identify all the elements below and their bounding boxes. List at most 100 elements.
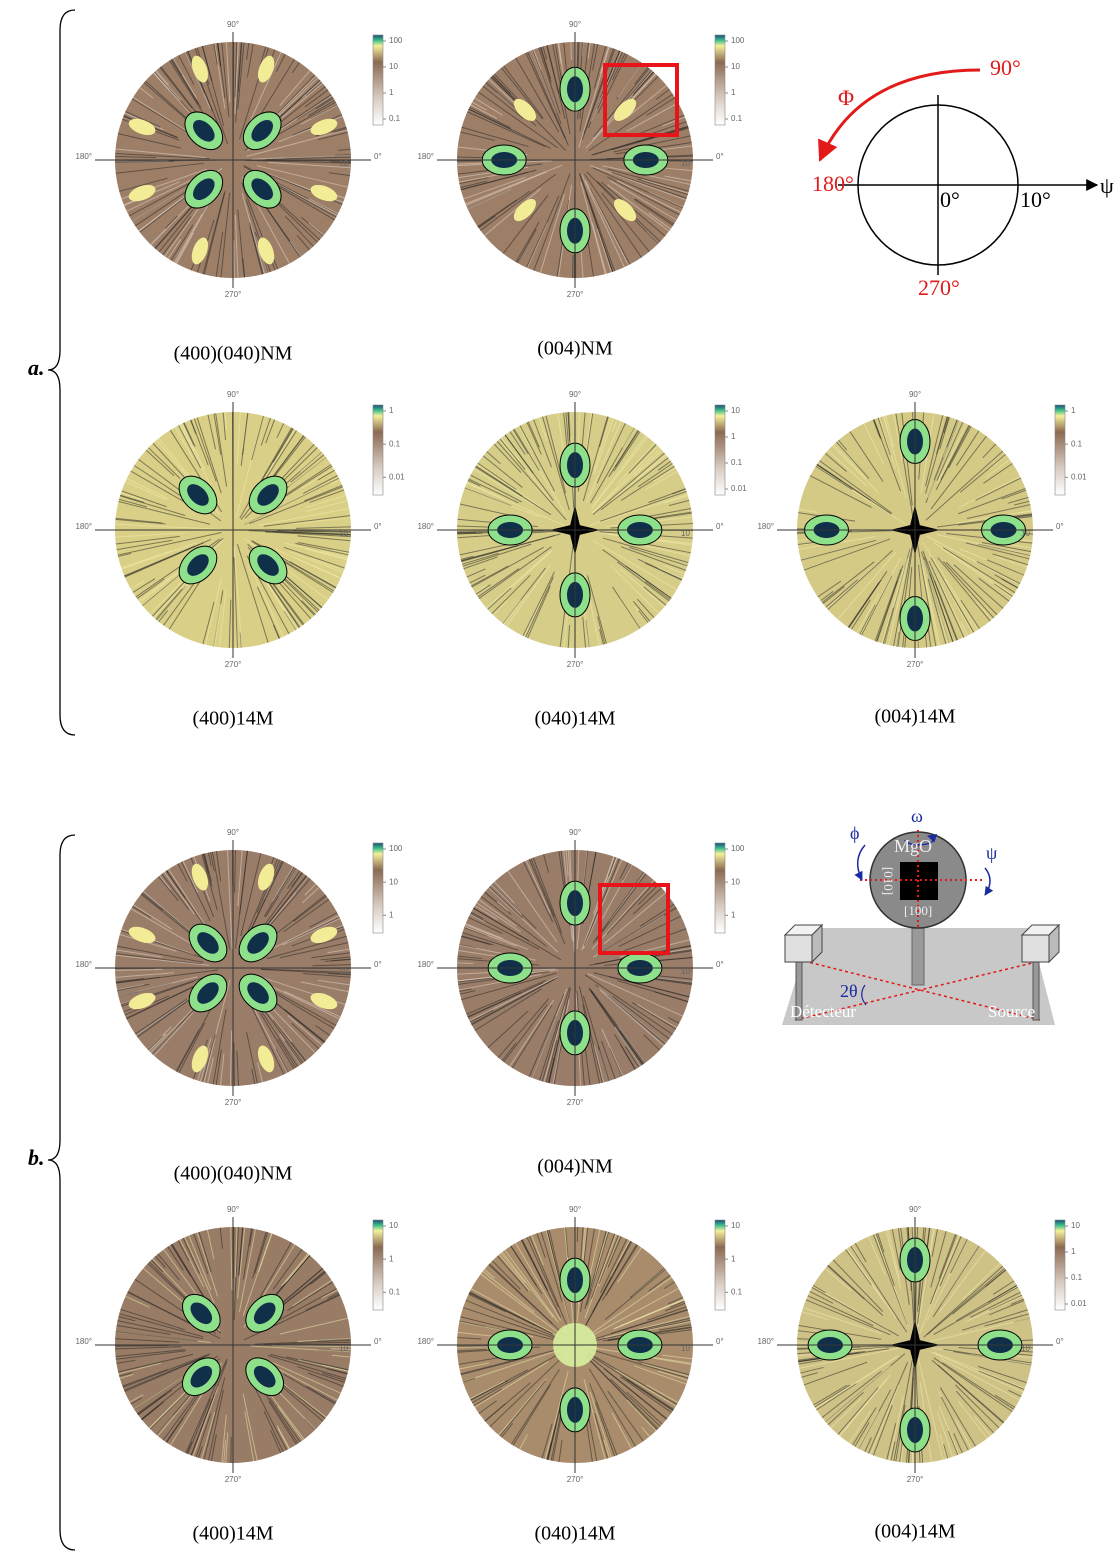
streak — [477, 568, 520, 598]
streak — [609, 857, 618, 878]
streak — [137, 1393, 166, 1416]
streak — [622, 70, 653, 105]
streak — [457, 1348, 487, 1352]
streak — [292, 1279, 332, 1307]
streak — [538, 47, 561, 115]
pole-figure: 90° 270° 180° 0° 10 100 10 1 0.1 — [75, 20, 402, 299]
streak — [221, 1414, 227, 1463]
angle-label: 90° — [227, 20, 239, 29]
streak — [500, 437, 552, 501]
streak — [488, 1264, 566, 1337]
streak — [801, 1372, 818, 1378]
streak — [115, 162, 204, 174]
streak — [527, 421, 540, 448]
streak — [833, 444, 867, 479]
streak — [465, 1299, 564, 1341]
streak — [928, 560, 965, 638]
streak — [503, 1004, 548, 1063]
streak — [474, 988, 542, 1031]
streak — [827, 1265, 865, 1300]
streak — [491, 1260, 521, 1290]
streak — [509, 431, 526, 455]
streak — [300, 981, 349, 993]
streak — [203, 1377, 226, 1460]
highlight-box — [598, 883, 670, 955]
two-theta: 2θ — [840, 981, 858, 1001]
phi-left: 180° — [812, 171, 854, 196]
streak — [242, 1393, 258, 1461]
streak — [592, 448, 661, 514]
streak — [159, 875, 171, 890]
streak — [668, 1017, 680, 1024]
streak — [240, 412, 249, 466]
streak — [202, 1034, 216, 1083]
streak — [515, 57, 560, 132]
streak — [546, 45, 566, 119]
streak — [120, 494, 145, 503]
streak — [854, 1243, 867, 1263]
streak — [616, 561, 670, 602]
streak — [115, 978, 144, 983]
streak — [614, 1034, 636, 1070]
streak — [233, 557, 238, 648]
streak — [270, 1429, 282, 1454]
streak — [616, 442, 656, 485]
streak — [464, 488, 541, 518]
streak — [512, 429, 529, 455]
streak — [515, 1242, 562, 1321]
streak — [256, 165, 348, 188]
streak — [218, 588, 227, 648]
streak — [634, 66, 649, 85]
streak — [311, 952, 351, 959]
streak — [946, 419, 958, 448]
streak — [932, 1245, 980, 1318]
detector: Détecteur — [790, 1002, 856, 1021]
streak — [939, 1236, 962, 1287]
streak — [837, 1387, 879, 1435]
streak — [945, 561, 998, 616]
streak — [457, 977, 492, 983]
streak — [122, 1353, 211, 1388]
streak — [287, 870, 301, 889]
streak — [803, 538, 891, 571]
streak — [936, 421, 964, 481]
pole-core — [251, 178, 273, 200]
streak — [256, 427, 294, 489]
colorbar-label: 0.01 — [731, 484, 747, 493]
streak — [585, 192, 614, 272]
streak — [305, 548, 348, 561]
streak — [133, 904, 173, 930]
angle-label: 180° — [417, 152, 434, 161]
streak — [289, 551, 344, 573]
pole-core — [197, 982, 219, 1004]
streak — [225, 1432, 229, 1463]
streak — [500, 1252, 526, 1283]
streak — [474, 905, 498, 920]
streak — [985, 459, 1011, 478]
colorbar-label: 0.01 — [1071, 472, 1087, 481]
streak — [130, 580, 145, 590]
streak — [477, 199, 517, 228]
streak — [592, 125, 689, 156]
streak — [601, 1244, 638, 1301]
streak — [117, 1320, 204, 1340]
streak — [504, 434, 534, 474]
source: Source — [988, 1002, 1035, 1021]
streak — [279, 1317, 349, 1335]
streak — [525, 576, 554, 638]
streak — [529, 1235, 571, 1334]
streak — [202, 601, 215, 645]
streak — [459, 988, 472, 992]
streak — [283, 898, 330, 933]
streak — [278, 94, 332, 130]
streak — [817, 580, 842, 598]
streak — [515, 221, 540, 263]
streak — [877, 1232, 885, 1253]
streak — [198, 1231, 212, 1273]
weak-pole — [613, 98, 637, 122]
streak — [642, 1363, 689, 1377]
streak — [634, 606, 648, 624]
streak — [821, 1370, 882, 1419]
streak — [581, 173, 625, 268]
streak — [193, 418, 217, 482]
